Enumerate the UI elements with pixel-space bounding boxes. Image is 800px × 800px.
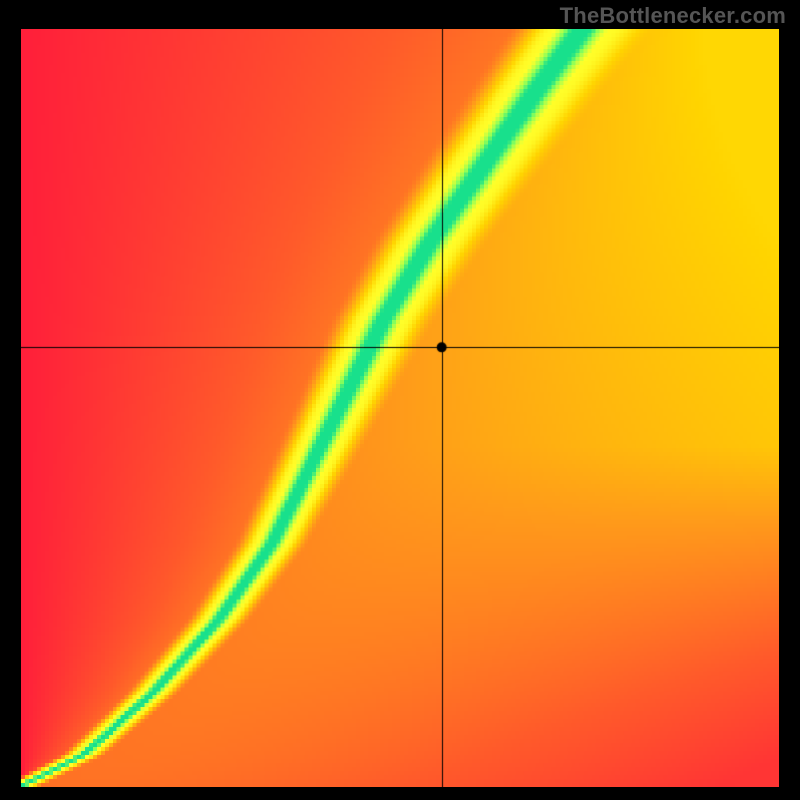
watermark-text: TheBottlenecker.com: [560, 3, 786, 29]
crosshair-overlay: [21, 29, 779, 787]
figure-container: TheBottlenecker.com: [0, 0, 800, 800]
